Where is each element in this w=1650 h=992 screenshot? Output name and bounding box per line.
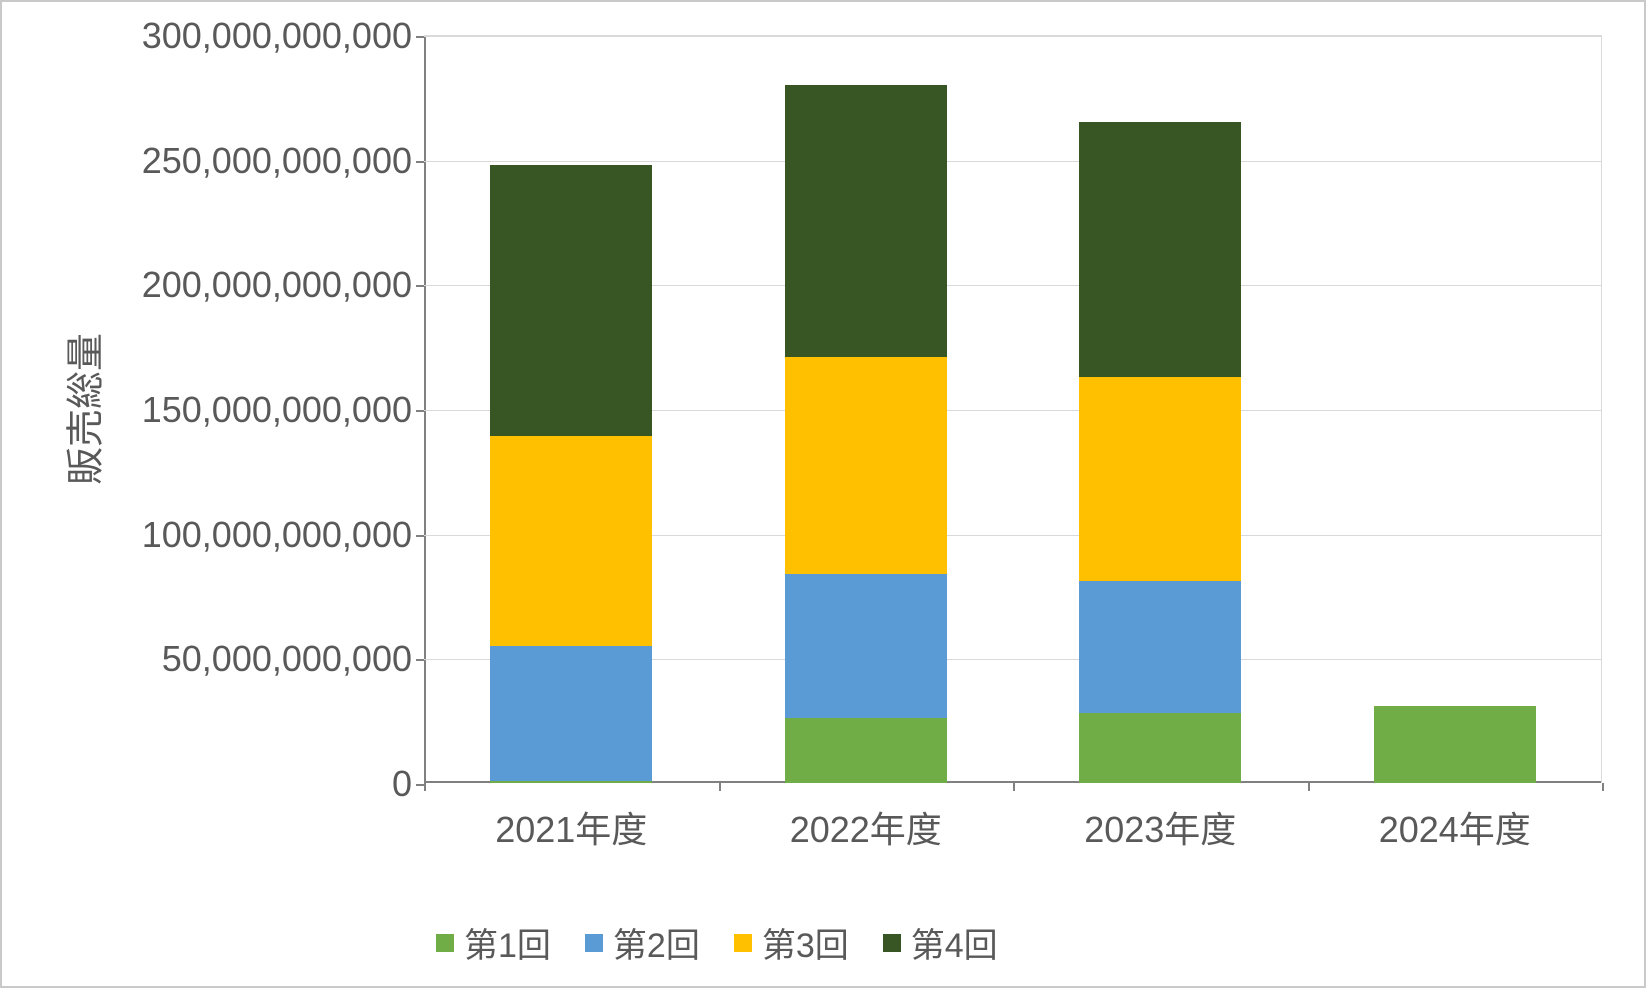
bar-stack	[490, 165, 652, 783]
legend-item: 第4回	[883, 918, 998, 967]
bar-segment	[785, 357, 947, 574]
x-category-label: 2023年度	[1084, 801, 1236, 853]
bar-stack	[785, 85, 947, 783]
y-tick-label: 0	[392, 763, 412, 805]
bar-stack	[1079, 122, 1241, 783]
y-tick-mark	[416, 161, 424, 163]
bar-stack	[1374, 706, 1536, 783]
x-tick-mark	[1013, 783, 1015, 791]
legend-item: 第1回	[436, 918, 551, 967]
y-tick-label: 50,000,000,000	[162, 638, 412, 680]
x-tick-mark	[424, 783, 426, 791]
plot-area: 050,000,000,000100,000,000,000150,000,00…	[424, 35, 1602, 783]
bar-segment	[490, 165, 652, 437]
bar-segment	[490, 436, 652, 645]
y-axis-title: 販売総量	[55, 333, 110, 485]
y-tick-label: 200,000,000,000	[142, 264, 412, 306]
legend-label: 第1回	[464, 918, 551, 967]
legend-label: 第2回	[613, 918, 700, 967]
y-tick-mark	[416, 36, 424, 38]
y-tick-mark	[416, 410, 424, 412]
legend-item: 第2回	[585, 918, 700, 967]
legend-swatch	[585, 934, 603, 952]
x-tick-mark	[1602, 783, 1604, 791]
bar-segment	[785, 85, 947, 357]
y-tick-label: 300,000,000,000	[142, 15, 412, 57]
y-tick-label: 150,000,000,000	[142, 389, 412, 431]
bar-segment	[1079, 122, 1241, 376]
bar-segment	[785, 718, 947, 783]
bar-segment	[490, 781, 652, 783]
x-category-label: 2022年度	[790, 801, 942, 853]
bar-segment	[785, 574, 947, 719]
bar-segment	[490, 646, 652, 781]
legend: 第1回 第2回 第3回 第4回	[436, 918, 998, 967]
y-tick-label: 250,000,000,000	[142, 140, 412, 182]
bar-segment	[1079, 581, 1241, 713]
legend-swatch	[883, 934, 901, 952]
legend-label: 第3回	[762, 918, 849, 967]
bar-segment	[1079, 377, 1241, 581]
x-tick-mark	[719, 783, 721, 791]
legend-item: 第3回	[734, 918, 849, 967]
chart-container: 0 50,000,000,000 100,000,000,000 150,000,00…	[0, 0, 1646, 988]
x-category-label: 2021年度	[495, 801, 647, 853]
gridline	[424, 36, 1601, 37]
bar-segment	[1079, 713, 1241, 783]
legend-label: 第4回	[911, 918, 998, 967]
y-tick-mark	[416, 659, 424, 661]
y-tick-label: 100,000,000,000	[142, 514, 412, 556]
bar-segment	[1374, 706, 1536, 783]
legend-swatch	[436, 934, 454, 952]
y-tick-mark	[416, 535, 424, 537]
y-tick-mark	[416, 285, 424, 287]
x-category-label: 2024年度	[1379, 801, 1531, 853]
legend-swatch	[734, 934, 752, 952]
gridline	[424, 161, 1601, 162]
x-tick-mark	[1308, 783, 1310, 791]
y-tick-mark	[416, 784, 424, 786]
